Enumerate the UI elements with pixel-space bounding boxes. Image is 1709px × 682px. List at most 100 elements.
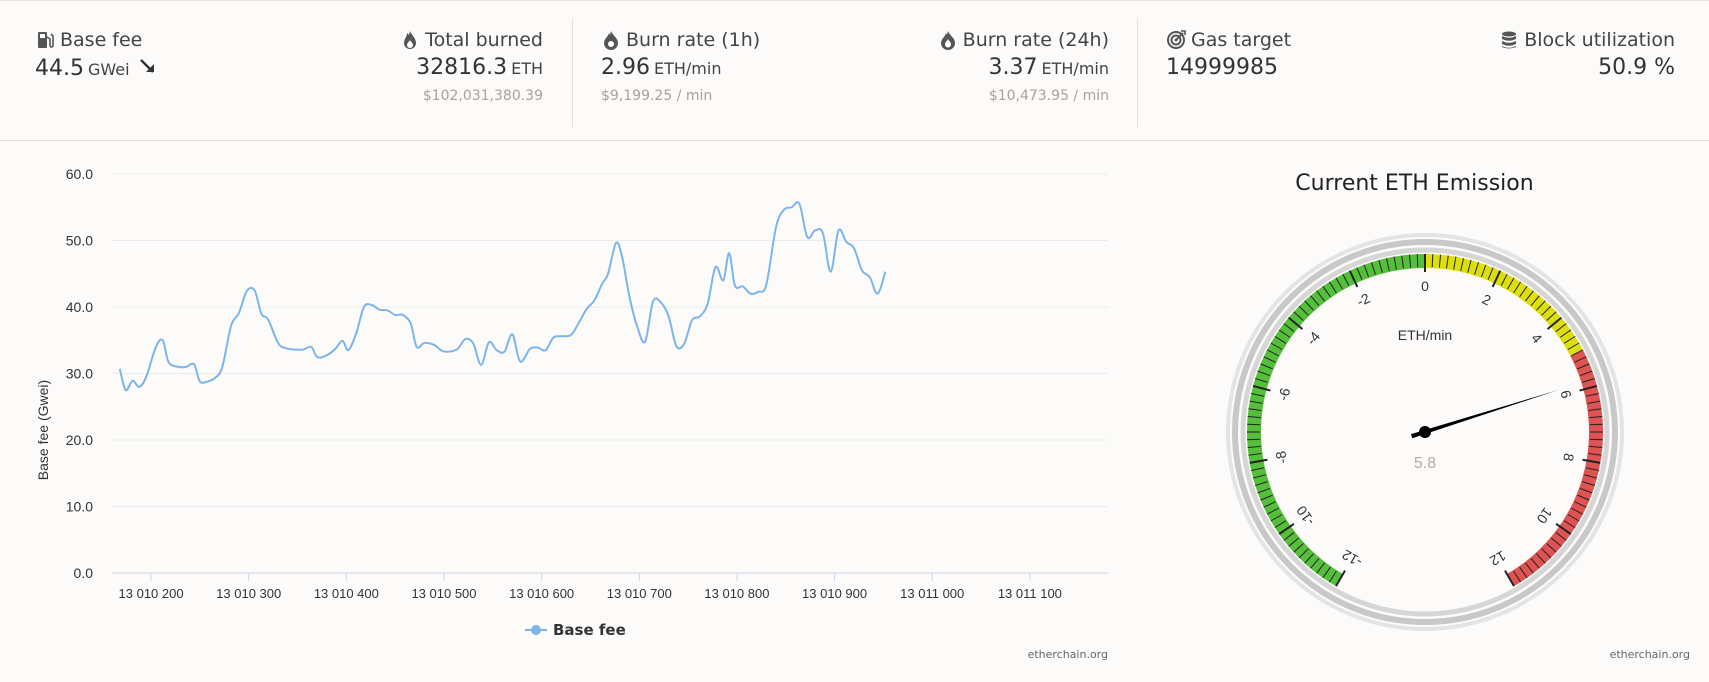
gauge-tick <box>1255 377 1268 383</box>
gauge-credit-link[interactable]: etherchain.org <box>1609 648 1690 661</box>
gauge-tick <box>1584 474 1598 479</box>
gauge-tick <box>1574 501 1587 508</box>
gauge-tick <box>1278 329 1291 338</box>
gauge-tick <box>1263 356 1276 363</box>
gauge-tick <box>1293 543 1304 553</box>
gauge-tick <box>1393 256 1397 270</box>
y-tick-label: 10.0 <box>66 499 93 515</box>
gauge-tick <box>1579 384 1598 392</box>
gas-pump-icon <box>35 30 55 50</box>
chart-legend-item[interactable]: Base fee <box>525 621 626 639</box>
stats-bar: Base fee 44.5 GWei Total burned 32816.3 ET… <box>0 0 1709 141</box>
gauge-tick <box>1274 520 1287 529</box>
x-tick-label: 13 011 000 <box>900 586 964 601</box>
y-axis-title: Base fee (Gwei) <box>35 380 51 480</box>
emission-gauge: Current ETH Emission ETH/min 5.8 -12 -10-… <box>1120 141 1709 682</box>
gauge-tick <box>1588 408 1602 411</box>
gauge-tick <box>1571 349 1584 357</box>
burn-rate-1h-stat: Burn rate (1h) 2.96 ETH/min $9,199.25 / m… <box>601 29 760 104</box>
y-tick-label: 0.0 <box>74 565 94 581</box>
gauge-tick <box>1577 494 1590 501</box>
gauge-tick <box>1335 277 1343 290</box>
gauge-pivot <box>1419 426 1431 438</box>
total-burned-unit: ETH <box>511 59 543 78</box>
gauge-tick <box>1460 258 1465 272</box>
gauge-tick-label: -6 <box>1275 386 1294 402</box>
fire-alt-icon <box>938 30 958 50</box>
gauge-tick <box>1249 400 1263 404</box>
gauge-tick <box>1446 255 1449 269</box>
y-tick-label: 30.0 <box>66 366 93 382</box>
gauge-tick <box>1525 290 1534 302</box>
block-utilization-label: Block utilization <box>1524 29 1675 51</box>
gauge-tick <box>1310 295 1320 306</box>
gauge-tick <box>1401 255 1404 269</box>
gauge-tick <box>1270 514 1283 522</box>
gauge-tick <box>1322 566 1331 579</box>
base-fee-chart: Base fee (Gwei) 0.0 10.0 20.0 30.0 40.0 50.0 6… <box>0 141 1120 682</box>
gauge-tick <box>1588 453 1602 456</box>
base-fee-chart-svg: Base fee (Gwei) 0.0 10.0 20.0 30.0 40.0 50.0 6… <box>35 166 1108 601</box>
gauge-tick <box>1438 254 1442 268</box>
series-line-base-fee[interactable] <box>118 201 887 392</box>
gauge-tick <box>1260 494 1273 501</box>
gauge-tick <box>1356 267 1363 280</box>
gauge-tick <box>1266 507 1279 515</box>
gauge-tick <box>1263 501 1276 508</box>
gauge-tick <box>1251 392 1265 397</box>
gauge-tick <box>1536 553 1546 564</box>
gauge-tick <box>1247 415 1261 419</box>
gas-target-label: Gas target <box>1191 29 1292 51</box>
burn-rate-24h-unit: ETH/min <box>1041 59 1109 78</box>
y-tick-label: 50.0 <box>66 233 93 249</box>
gauge-tick <box>1546 311 1557 321</box>
chart-credit-link[interactable]: etherchain.org <box>1027 648 1108 661</box>
divider <box>1137 19 1138 127</box>
gauge-tick <box>1408 254 1412 268</box>
gauge-tick <box>1385 258 1390 272</box>
burn-rate-1h-unit: ETH/min <box>653 59 722 78</box>
gauge-tick <box>1519 566 1528 579</box>
gauge-tick <box>1248 453 1262 456</box>
x-tick-label: 13 011 100 <box>998 586 1062 601</box>
gauge-tick <box>1416 254 1419 268</box>
gas-target-stat: Gas target 14999985 <box>1166 29 1291 80</box>
gas-target-value: 14999985 <box>1166 55 1278 80</box>
total-burned-usd: $102,031,380.39 <box>422 88 543 104</box>
gauge-tick <box>1249 458 1268 464</box>
gauge-tick <box>1513 281 1522 294</box>
flame-icon <box>400 30 420 50</box>
gauge-tick <box>1257 487 1271 494</box>
x-tick-label: 13 010 800 <box>704 586 769 601</box>
gauge-tick <box>1310 558 1320 569</box>
target-icon <box>1166 30 1186 50</box>
gauge-tick <box>1582 377 1595 383</box>
gauge-tick <box>1530 295 1540 306</box>
gauge-tick <box>1467 259 1472 273</box>
gauge-tick <box>1589 415 1603 419</box>
gauge-bezel <box>1226 233 1624 631</box>
gauge-tick <box>1585 392 1599 397</box>
gauge-tick <box>1342 273 1350 286</box>
gauge-tick <box>1536 300 1546 311</box>
gauge-tick <box>1582 458 1601 464</box>
gauge-bezel <box>1232 239 1618 625</box>
x-tick-label: 13 010 600 <box>509 586 574 601</box>
gauge-tick <box>1298 305 1309 316</box>
database-icon <box>1499 30 1519 50</box>
gauge-tick <box>1491 270 1502 288</box>
gauge-tick <box>1579 487 1593 494</box>
arrow-down-right-icon <box>137 55 159 77</box>
gauge-tick <box>1328 570 1337 583</box>
gauge-tick <box>1288 316 1304 330</box>
gauge-tick <box>1283 532 1295 541</box>
x-tick-label: 13 010 500 <box>411 586 476 601</box>
burn-rate-24h-usd: $10,473.95 / min <box>988 88 1109 104</box>
gauge-value-label: 5.8 <box>1414 455 1436 472</box>
x-tick-label: 13 010 900 <box>802 586 867 601</box>
gauge-tick <box>1487 267 1494 280</box>
gauge-tick <box>1247 445 1261 449</box>
gauge-tick <box>1500 273 1508 286</box>
gauge-tick <box>1585 467 1599 472</box>
